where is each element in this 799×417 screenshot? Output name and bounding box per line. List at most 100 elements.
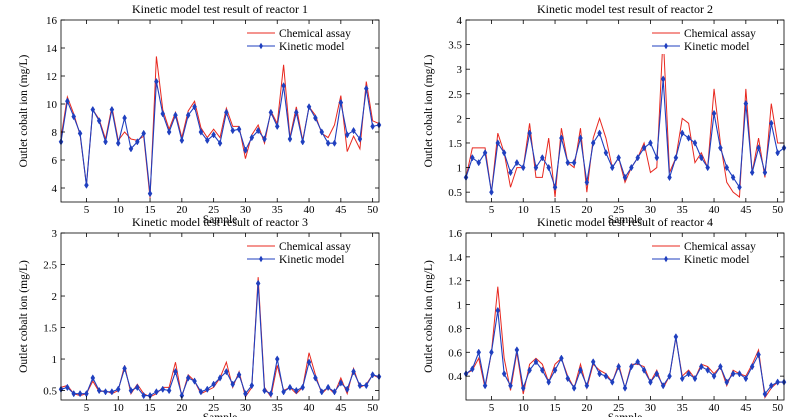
data-point-kinetic-model — [122, 364, 127, 373]
data-point-kinetic-model — [527, 129, 532, 137]
data-point-kinetic-model — [679, 374, 685, 383]
data-point-kinetic-model — [160, 385, 166, 393]
data-point-kinetic-model — [737, 370, 742, 378]
y-axis-label: Outlet cobalt ion (mg/L) — [423, 260, 435, 373]
data-point-kinetic-model — [141, 129, 146, 138]
data-point-kinetic-model — [667, 173, 672, 182]
data-point-kinetic-model — [306, 358, 312, 366]
x-tick-label: 40 — [304, 204, 316, 216]
data-point-kinetic-model — [166, 128, 172, 136]
data-point-kinetic-model — [470, 365, 475, 373]
data-point-kinetic-model — [236, 371, 242, 379]
data-point-kinetic-model — [325, 383, 331, 392]
y-tick-label: 4 — [52, 183, 58, 195]
data-point-kinetic-model — [718, 362, 723, 371]
x-tick-label: 40 — [304, 402, 316, 414]
data-point-kinetic-model — [775, 149, 780, 157]
data-point-kinetic-model — [635, 358, 641, 366]
legend-label: Kinetic model — [279, 254, 344, 266]
data-point-kinetic-model — [730, 173, 736, 182]
y-axis-label: Outlet cobalt ion (mg/L) — [423, 54, 435, 167]
y-tick-label: 2.5 — [448, 89, 462, 101]
x-axis-label: Sample — [203, 412, 238, 417]
data-point-kinetic-model — [236, 125, 242, 133]
data-point-kinetic-model — [313, 114, 318, 122]
data-point-kinetic-model — [533, 358, 539, 366]
data-point-kinetic-model — [128, 386, 134, 395]
data-point-kinetic-model — [743, 99, 749, 108]
data-point-kinetic-model — [559, 354, 564, 362]
legend-label: Chemical assay — [684, 241, 756, 253]
x-tick-label: 20 — [581, 204, 593, 216]
axes-frame — [465, 232, 785, 401]
y-tick-label: 3.5 — [448, 40, 462, 52]
data-point-kinetic-model — [274, 122, 280, 131]
axes-frame — [465, 19, 785, 203]
data-point-kinetic-model — [737, 183, 742, 191]
data-point-kinetic-model — [660, 382, 666, 390]
data-point-kinetic-model — [185, 374, 191, 382]
data-point-kinetic-model — [673, 154, 679, 162]
y-tick-label: 14 — [46, 43, 58, 55]
data-point-kinetic-model — [211, 131, 216, 139]
data-point-kinetic-model — [546, 163, 551, 172]
legend-label: Chemical assay — [279, 241, 351, 253]
data-point-kinetic-model — [660, 75, 666, 83]
data-point-kinetic-model — [501, 370, 507, 378]
data-point-kinetic-model — [160, 110, 166, 118]
axes-frame — [60, 19, 380, 203]
x-tick-label: 5 — [489, 204, 495, 216]
data-point-kinetic-model — [749, 168, 755, 177]
data-point-kinetic-model — [597, 129, 602, 137]
x-tick-label: 5 — [84, 204, 90, 216]
data-point-kinetic-model — [344, 385, 350, 393]
data-point-kinetic-model — [249, 133, 255, 142]
y-tick-label: 2 — [457, 113, 463, 125]
data-point-kinetic-model — [65, 97, 70, 105]
data-point-kinetic-model — [274, 355, 280, 363]
data-point-kinetic-model — [300, 383, 305, 392]
x-tick-label: 45 — [335, 204, 347, 216]
legend-marker — [259, 255, 263, 263]
x-tick-label: 30 — [240, 204, 252, 216]
legend-label: Kinetic model — [684, 254, 749, 266]
data-point-kinetic-model — [109, 105, 115, 114]
axes-frame — [60, 232, 380, 401]
data-point-kinetic-model — [135, 138, 140, 146]
data-point-kinetic-model — [514, 346, 520, 354]
data-point-kinetic-model — [319, 388, 325, 396]
data-point-kinetic-model — [204, 385, 210, 393]
x-tick-label: 20 — [176, 204, 188, 216]
data-point-kinetic-model — [294, 386, 299, 395]
data-point-kinetic-model — [622, 384, 628, 392]
data-point-kinetic-model — [540, 366, 545, 374]
data-point-kinetic-model — [622, 173, 628, 182]
x-tick-label: 5 — [489, 402, 495, 414]
data-point-kinetic-model — [319, 128, 325, 136]
y-tick-label: 6 — [52, 155, 58, 167]
data-point-kinetic-model — [90, 374, 96, 382]
data-point-kinetic-model — [609, 378, 615, 386]
data-point-kinetic-model — [552, 183, 558, 191]
chart-panel-reactor-1: Kinetic model test result of reactor 1 5 1… — [18, 2, 382, 226]
x-tick-label: 10 — [113, 204, 125, 216]
x-tick-label: 45 — [740, 204, 752, 216]
data-point-kinetic-model — [540, 154, 545, 162]
data-point-kinetic-model — [90, 105, 96, 114]
data-point-kinetic-model — [699, 362, 704, 371]
data-point-kinetic-model — [616, 154, 621, 162]
data-point-kinetic-model — [135, 383, 140, 392]
data-point-kinetic-model — [603, 372, 609, 380]
y-axis-label: Outlet cobalt ion (mg/L) — [18, 260, 30, 373]
data-point-kinetic-model — [281, 82, 286, 90]
data-point-kinetic-model — [230, 380, 236, 388]
data-point-kinetic-model — [699, 154, 704, 162]
data-point-kinetic-model — [109, 388, 115, 396]
data-point-kinetic-model — [154, 388, 159, 396]
data-point-kinetic-model — [590, 139, 596, 147]
data-point-kinetic-model — [224, 367, 229, 376]
data-point-kinetic-model — [705, 366, 710, 374]
data-point-kinetic-model — [77, 390, 83, 398]
